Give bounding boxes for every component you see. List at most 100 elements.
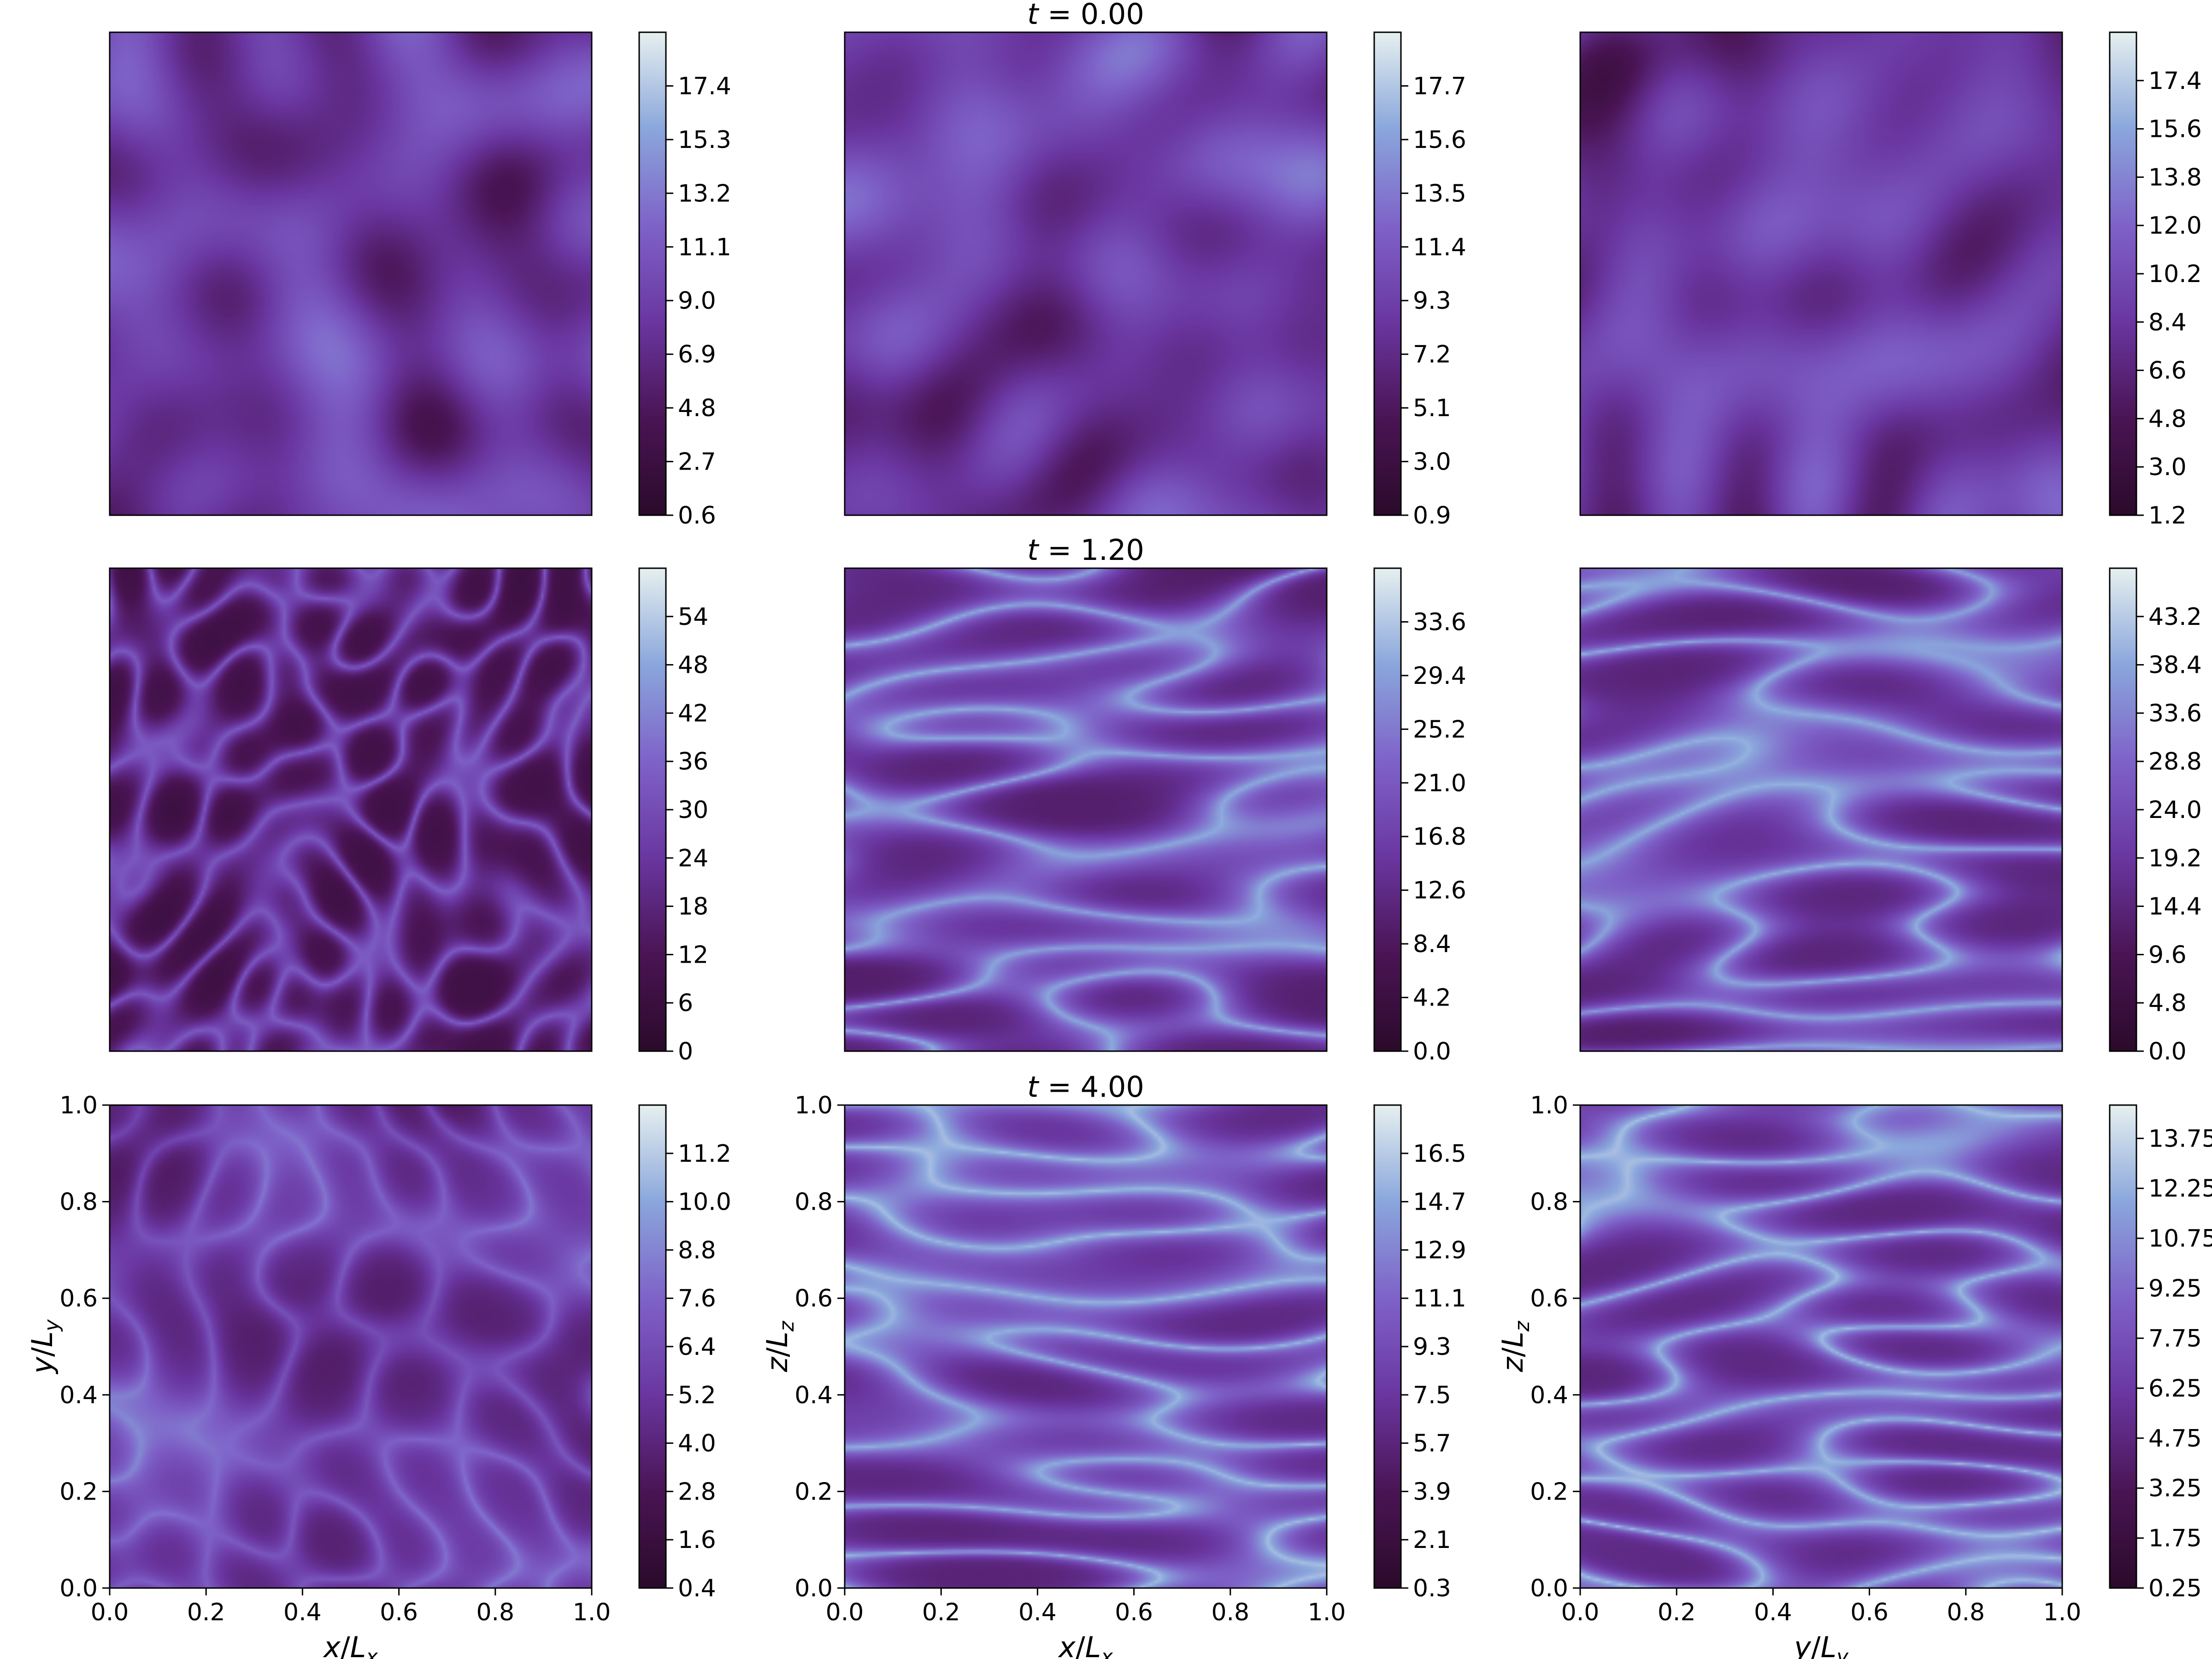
panel-frame-0-0 [109,31,593,516]
colorbar-tick-label-1-1-0: 0.0 [1413,1038,1451,1065]
colorbar-tick-label-0-0-4: 9.0 [678,287,716,315]
colorbar-tick-label-1-0-3: 18 [678,893,708,921]
colorbar-tick-label-1-1-6: 25.2 [1413,716,1466,743]
panel-frame-0-2 [1579,31,2063,516]
panel-frame-1-2 [1579,567,2063,1052]
y-axis-label-2: z/Lz [1496,1320,1534,1372]
colorbar-1-2 [2109,567,2137,1052]
colorbar-2-0 [638,1104,667,1589]
colorbar-tick-label-0-1-2: 5.1 [1413,394,1451,422]
colorbar-tick-label-2-1-4: 7.5 [1413,1382,1451,1409]
colorbar-tick-label-1-2-5: 24.0 [2148,796,2202,824]
colorbar-tick-label-1-0-9: 54 [678,603,708,631]
y-tick-label-1-5: 1.0 [794,1092,833,1119]
x-tick-label-2-4: 0.8 [1947,1599,1985,1626]
colorbar-tick-label-2-2-5: 7.75 [2148,1325,2202,1353]
colorbar-tick-label-2-0-4: 5.2 [678,1382,716,1409]
colorbar-tick-label-0-0-0: 0.6 [678,502,716,529]
colorbar-tick-label-1-0-1: 6 [678,989,693,1017]
colorbar-tick-label-2-1-2: 3.9 [1413,1478,1451,1506]
x-tick-label-2-0: 0.0 [1561,1599,1600,1626]
colorbar-tick-label-0-1-7: 15.6 [1413,126,1466,154]
colorbar-tick-label-1-2-7: 33.6 [2148,700,2202,727]
colorbar-tick-label-0-2-6: 12.0 [2148,212,2202,240]
heatmap-0-1 [845,32,1327,515]
x-tick-label-1-5: 1.0 [1308,1599,1346,1626]
colorbar-tick-label-2-2-2: 3.25 [2148,1475,2202,1502]
colorbar-tick-label-1-1-2: 8.4 [1413,930,1451,958]
colorbar-tick-label-0-1-5: 11.4 [1413,234,1466,261]
panel-frame-2-2 [1579,1104,2063,1589]
colorbar-tick-label-0-0-1: 2.7 [678,448,716,476]
colorbar-2-1 [1373,1104,1402,1589]
y-tick-label-2-1: 0.2 [1530,1478,1568,1506]
y-tick-label-0-2: 0.4 [59,1382,98,1409]
heatmap-1-0 [110,568,592,1051]
heatmap-0-0 [110,32,592,515]
x-tick-label-0-1: 0.2 [187,1599,225,1626]
colorbar-0-2 [2109,31,2137,516]
y-axis-label-0: y/Ly [25,1319,64,1375]
panel-frame-1-1 [844,567,1328,1052]
colorbar-tick-label-0-1-6: 13.5 [1413,180,1466,207]
colorbar-tick-label-1-0-0: 0 [678,1038,693,1065]
colorbar-tick-label-0-1-0: 0.9 [1413,502,1451,529]
colorbar-tick-label-2-0-1: 1.6 [678,1526,716,1554]
y-tick-label-2-4: 0.8 [1530,1188,1568,1216]
panel-frame-2-0 [109,1104,593,1589]
row-title-1: t = 1.20 [1027,533,1144,567]
colorbar-tick-label-1-2-8: 38.4 [2148,652,2202,679]
x-tick-label-0-0: 0.0 [91,1599,129,1626]
colorbar-tick-label-0-2-3: 6.6 [2148,357,2187,385]
colorbar-tick-label-1-1-5: 21.0 [1413,770,1466,797]
heatmap-1-1 [845,568,1327,1051]
y-tick-label-0-0: 0.0 [59,1575,98,1602]
x-tick-label-1-4: 0.8 [1211,1599,1249,1626]
colorbar-tick-label-0-0-2: 4.8 [678,394,716,422]
colorbar-tick-label-0-2-4: 8.4 [2148,309,2187,336]
colorbar-tick-label-2-2-9: 13.75 [2148,1125,2212,1153]
colorbar-tick-label-2-0-3: 4.0 [678,1430,716,1458]
y-tick-label-0-3: 0.6 [59,1285,98,1312]
y-tick-label-2-2: 0.4 [1530,1382,1568,1409]
colorbar-1-1 [1373,567,1402,1052]
x-tick-label-1-0: 0.0 [826,1599,864,1626]
colorbar-tick-label-2-1-5: 9.3 [1413,1333,1451,1361]
x-tick-label-2-2: 0.4 [1754,1599,1792,1626]
colorbar-tick-label-0-0-7: 15.3 [678,126,731,154]
colorbar-tick-label-1-2-2: 9.6 [2148,941,2187,969]
heatmap-2-1 [845,1105,1327,1588]
colorbar-tick-label-0-2-9: 17.4 [2148,67,2202,95]
x-tick-label-0-5: 1.0 [573,1599,611,1626]
y-tick-label-2-3: 0.6 [1530,1285,1568,1312]
colorbar-tick-label-1-0-5: 30 [678,796,708,824]
x-tick-label-0-2: 0.4 [283,1599,322,1626]
x-axis-label-1: x/Lx [1058,1630,1113,1659]
colorbar-tick-label-2-0-5: 6.4 [678,1333,716,1361]
heatmap-2-0 [110,1105,592,1588]
colorbar-tick-label-0-2-7: 13.8 [2148,164,2202,191]
colorbar-tick-label-1-0-7: 42 [678,700,708,727]
colorbar-tick-label-2-2-4: 6.25 [2148,1375,2202,1402]
x-axis-label-0: x/Lx [323,1630,378,1659]
colorbar-tick-label-1-2-1: 4.8 [2148,989,2187,1017]
colorbar-1-0 [638,567,667,1052]
x-tick-label-1-1: 0.2 [922,1599,960,1626]
x-tick-label-1-3: 0.6 [1115,1599,1153,1626]
colorbar-tick-label-2-2-6: 9.25 [2148,1275,2202,1303]
y-tick-label-0-1: 0.2 [59,1478,98,1506]
colorbar-tick-label-2-1-0: 0.3 [1413,1575,1451,1602]
colorbar-tick-label-1-2-3: 14.4 [2148,893,2202,921]
x-tick-label-2-3: 0.6 [1850,1599,1888,1626]
colorbar-tick-label-2-1-1: 2.1 [1413,1526,1451,1554]
x-tick-label-0-3: 0.6 [380,1599,418,1626]
colorbar-tick-label-0-2-8: 15.6 [2148,116,2202,143]
y-tick-label-2-5: 1.0 [1530,1092,1568,1119]
colorbar-tick-label-1-2-9: 43.2 [2148,603,2202,631]
colorbar-tick-label-2-2-0: 0.25 [2148,1575,2202,1602]
colorbar-tick-label-1-1-1: 4.2 [1413,984,1451,1012]
x-tick-label-0-4: 0.8 [476,1599,514,1626]
colorbar-tick-label-2-2-8: 12.25 [2148,1175,2212,1203]
colorbar-tick-label-2-2-3: 4.75 [2148,1425,2202,1453]
